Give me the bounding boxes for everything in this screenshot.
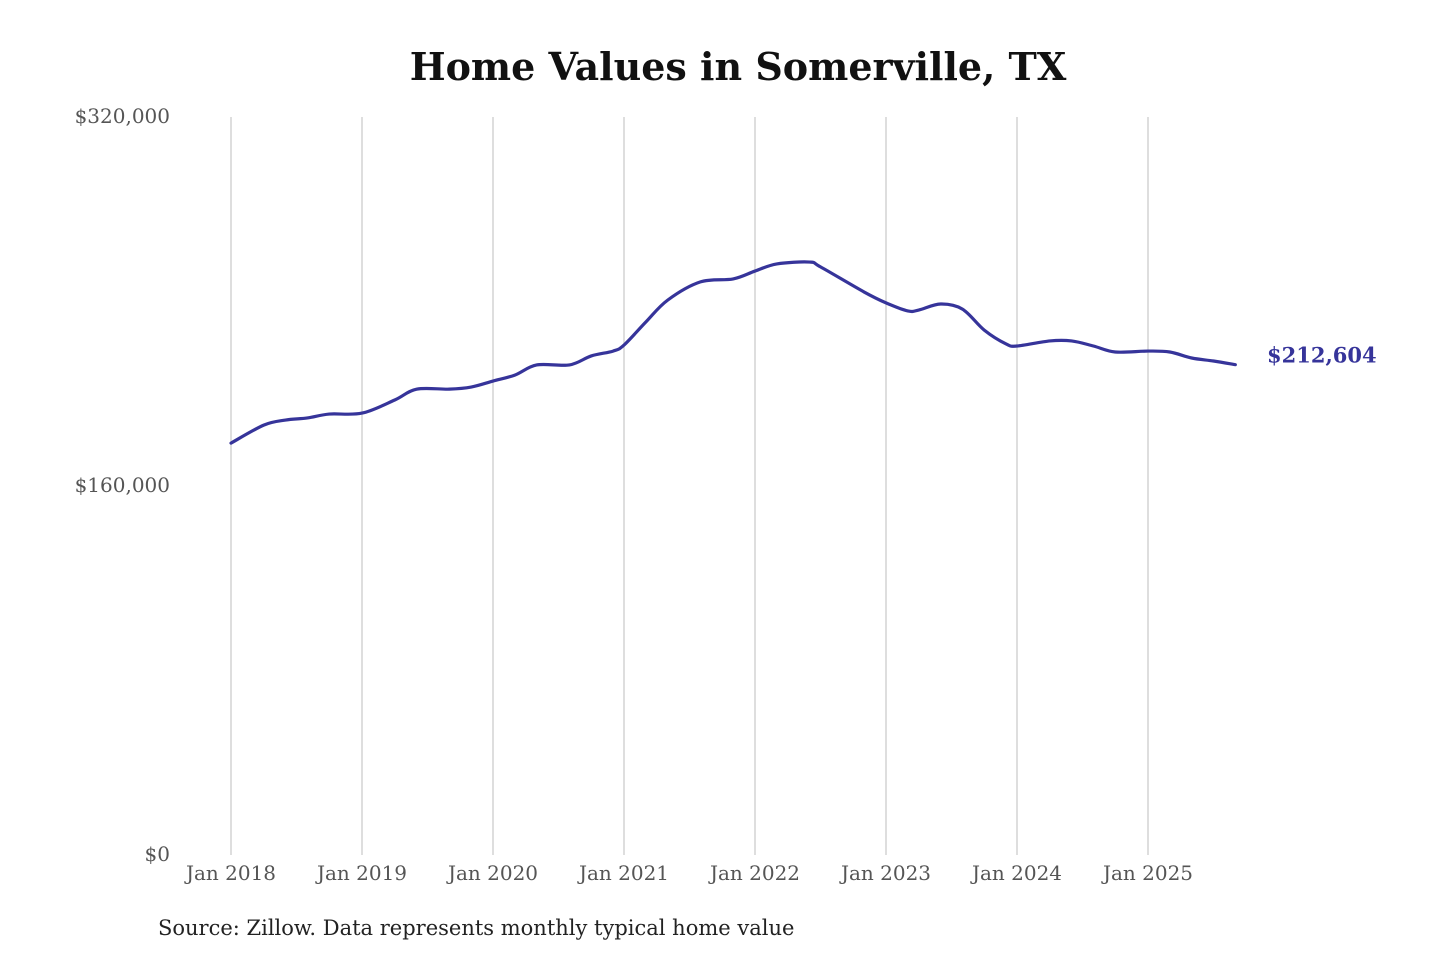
y-tick-label: $320,000 — [75, 104, 170, 128]
chart-title: Home Values in Somerville, TX — [409, 44, 1067, 89]
y-tick-label: $160,000 — [75, 473, 170, 497]
x-tick-label: Jan 2022 — [708, 861, 800, 885]
x-tick-label: Jan 2025 — [1101, 861, 1193, 885]
x-tick-label: Jan 2023 — [839, 861, 931, 885]
series-line — [229, 260, 1237, 445]
x-tick-label: Jan 2021 — [577, 861, 669, 885]
x-tick-label: Jan 2024 — [970, 861, 1062, 885]
x-tick-label: Jan 2019 — [315, 861, 407, 885]
y-tick-label: $0 — [145, 842, 170, 866]
x-tick-label: Jan 2020 — [446, 861, 538, 885]
end-value-label: $212,604 — [1267, 343, 1377, 368]
source-note: Source: Zillow. Data represents monthly … — [158, 916, 795, 940]
x-tick-label: Jan 2018 — [184, 861, 276, 885]
